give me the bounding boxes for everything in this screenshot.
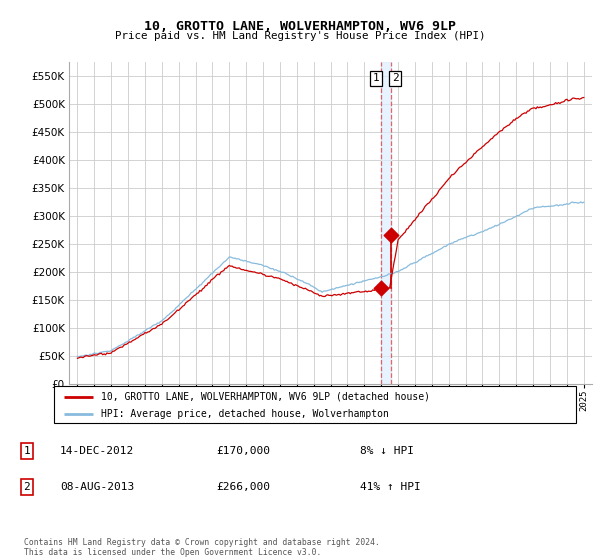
Text: 14-DEC-2012: 14-DEC-2012 <box>60 446 134 456</box>
Text: 2: 2 <box>23 482 31 492</box>
Text: £170,000: £170,000 <box>216 446 270 456</box>
Text: HPI: Average price, detached house, Wolverhampton: HPI: Average price, detached house, Wolv… <box>101 409 389 419</box>
Bar <box>380 62 391 384</box>
Text: 10, GROTTO LANE, WOLVERHAMPTON, WV6 9LP: 10, GROTTO LANE, WOLVERHAMPTON, WV6 9LP <box>144 20 456 32</box>
Text: £266,000: £266,000 <box>216 482 270 492</box>
Text: 10, GROTTO LANE, WOLVERHAMPTON, WV6 9LP (detached house): 10, GROTTO LANE, WOLVERHAMPTON, WV6 9LP … <box>101 391 430 402</box>
Point <box>376 284 385 293</box>
Text: Contains HM Land Registry data © Crown copyright and database right 2024.
This d: Contains HM Land Registry data © Crown c… <box>24 538 380 557</box>
Text: 2: 2 <box>392 73 398 83</box>
Text: 08-AUG-2013: 08-AUG-2013 <box>60 482 134 492</box>
Text: 1: 1 <box>23 446 31 456</box>
Text: 1: 1 <box>373 73 380 83</box>
Text: 41% ↑ HPI: 41% ↑ HPI <box>360 482 421 492</box>
Point <box>386 230 396 239</box>
Text: Price paid vs. HM Land Registry's House Price Index (HPI): Price paid vs. HM Land Registry's House … <box>115 31 485 41</box>
FancyBboxPatch shape <box>54 386 576 423</box>
Text: 8% ↓ HPI: 8% ↓ HPI <box>360 446 414 456</box>
